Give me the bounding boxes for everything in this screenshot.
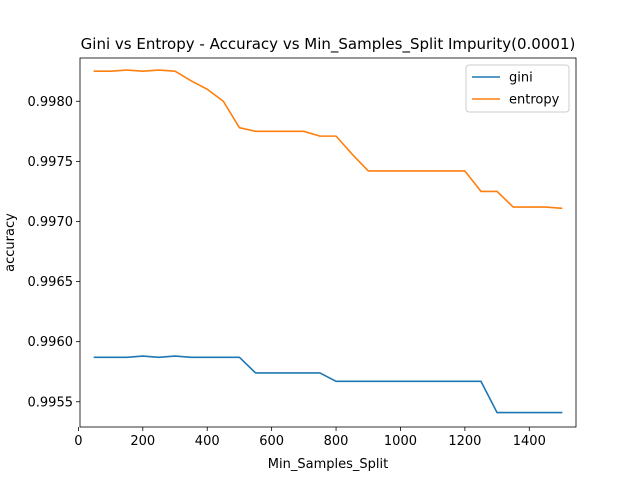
y-tick-label: 0.9960 <box>28 335 74 350</box>
y-tick-label: 0.9980 <box>28 95 74 110</box>
x-tick-label: 1200 <box>448 434 481 449</box>
series-line-entropy <box>93 69 563 210</box>
legend-label-entropy: entropy <box>509 93 560 108</box>
y-axis-label: accuracy <box>3 213 18 272</box>
x-tick-label: 1000 <box>384 434 417 449</box>
y-tick-label: 0.9965 <box>28 275 74 290</box>
y-axis: 0.9955 0.9960 0.9965 0.9970 0.9975 0.9980 <box>28 95 80 410</box>
axes-frame <box>79 57 577 428</box>
x-tick-label: 800 <box>324 434 349 449</box>
x-tick-label: 400 <box>195 434 220 449</box>
series-layer <box>93 69 563 414</box>
x-axis-label: Min_Samples_Split <box>268 457 388 472</box>
y-tick-label: 0.9975 <box>28 155 74 170</box>
plot-area <box>80 58 576 427</box>
x-tick-label: 200 <box>130 434 155 449</box>
y-tick-label: 0.9955 <box>28 395 74 410</box>
chart-title: Gini vs Entropy - Accuracy vs Min_Sample… <box>81 35 576 54</box>
x-axis: 0 200 400 600 800 1000 1200 1400 <box>74 427 546 449</box>
legend-label-gini: gini <box>509 71 533 86</box>
legend: gini entropy <box>465 64 570 113</box>
x-tick-label: 600 <box>259 434 284 449</box>
series-line-gini <box>93 355 563 414</box>
y-tick-label: 0.9970 <box>28 215 74 230</box>
x-tick-label: 0 <box>74 434 82 449</box>
x-tick-label: 1400 <box>513 434 546 449</box>
